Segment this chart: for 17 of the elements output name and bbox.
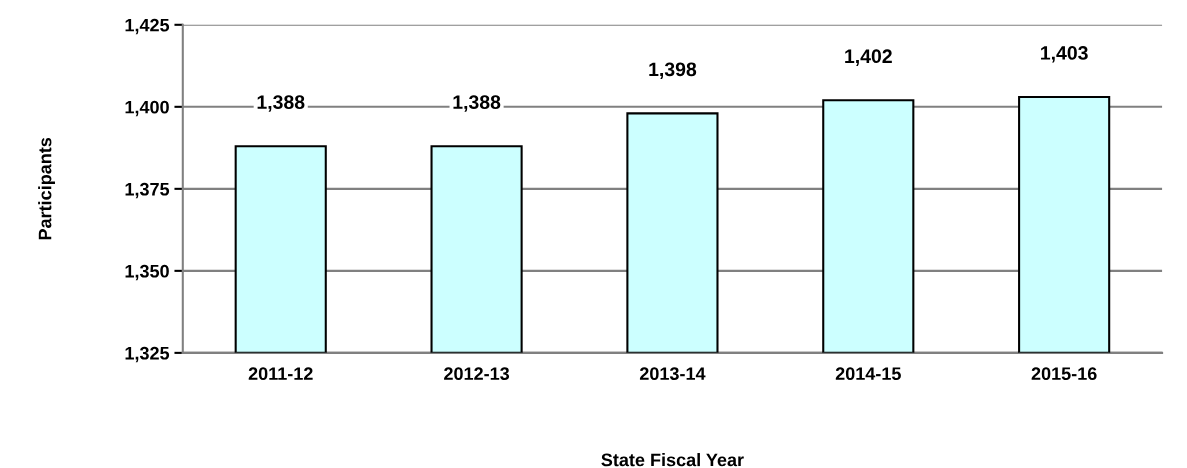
x-tick-label: 2014-15 bbox=[835, 367, 901, 381]
data-label: 1,388 bbox=[257, 95, 305, 112]
data-label: 1,402 bbox=[845, 49, 892, 66]
x-tick-label: 2012-13 bbox=[444, 367, 510, 381]
x-tick-label: 2011-12 bbox=[248, 367, 313, 381]
y-tick-label: 1,400 bbox=[125, 100, 169, 117]
y-tick-label: 1,375 bbox=[125, 182, 170, 199]
data-label: 1,403 bbox=[1041, 46, 1088, 63]
y-axis-title: Participants bbox=[38, 137, 55, 240]
data-label: 1,388 bbox=[453, 95, 501, 112]
x-axis-title: State Fiscal Year bbox=[601, 453, 744, 467]
x-tick-label: 2013-14 bbox=[639, 367, 706, 381]
y-tick-label: 1,325 bbox=[125, 346, 170, 363]
y-tick-label: 1,350 bbox=[125, 264, 169, 281]
data-label: 1,398 bbox=[649, 62, 697, 80]
y-tick-label: 1,425 bbox=[125, 18, 170, 35]
x-tick-label: 2015-16 bbox=[1031, 367, 1097, 381]
